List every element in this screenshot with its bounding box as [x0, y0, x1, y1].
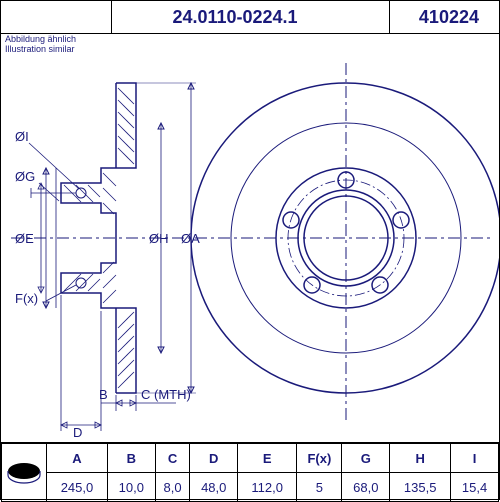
col-C: C — [155, 444, 190, 473]
label-C: C (MTH) — [141, 387, 191, 402]
table-header-row: A B C D E F(x) G H I — [2, 444, 499, 473]
val-E: 112,0 — [238, 473, 297, 502]
diagram-area: ØI ØG ØE ØH ØA F(x) — [1, 33, 499, 443]
val-F: 5 — [297, 473, 342, 502]
label-G: ØG — [15, 169, 35, 184]
label-H: ØH — [149, 231, 169, 246]
col-E: E — [238, 444, 297, 473]
col-H: H — [390, 444, 451, 473]
part-number: 24.0110-0224.1 — [172, 7, 297, 28]
label-E: ØE — [15, 231, 34, 246]
technical-drawing: ØI ØG ØE ØH ØA F(x) — [1, 33, 499, 443]
label-I: ØI — [15, 129, 29, 144]
val-A: 245,0 — [47, 473, 108, 502]
dimension-table: A B C D E F(x) G H I 245,0 10,0 8,0 48,0… — [1, 442, 499, 499]
val-I: 15,4 — [451, 473, 499, 502]
col-D: D — [190, 444, 238, 473]
label-D: D — [73, 425, 82, 440]
label-A: ØA — [181, 231, 200, 246]
col-G: G — [342, 444, 390, 473]
col-A: A — [47, 444, 108, 473]
col-B: B — [107, 444, 155, 473]
disc-icon — [4, 451, 44, 491]
col-F: F(x) — [297, 444, 342, 473]
disc-icon-cell — [2, 444, 47, 502]
val-C: 8,0 — [155, 473, 190, 502]
drawing-frame: 24.0110-0224.1 410224 Abbildung ähnlich … — [0, 0, 500, 500]
val-D: 48,0 — [190, 473, 238, 502]
col-I: I — [451, 444, 499, 473]
label-F: F(x) — [15, 291, 38, 306]
alt-number: 410224 — [419, 7, 479, 28]
table-value-row: 245,0 10,0 8,0 48,0 112,0 5 68,0 135,5 1… — [2, 473, 499, 502]
val-G: 68,0 — [342, 473, 390, 502]
val-H: 135,5 — [390, 473, 451, 502]
width-dims: B C (MTH) D — [61, 295, 191, 440]
header-bar: 24.0110-0224.1 410224 — [1, 1, 499, 34]
label-B: B — [99, 387, 108, 402]
val-B: 10,0 — [107, 473, 155, 502]
